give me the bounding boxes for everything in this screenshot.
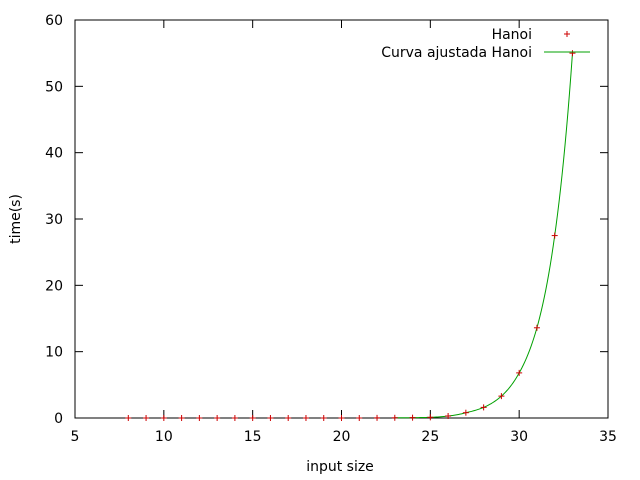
x-tick-label: 35 xyxy=(599,429,617,445)
x-axis-label: input size xyxy=(306,459,374,475)
data-point-hanoi xyxy=(178,415,185,421)
y-tick-label: 0 xyxy=(54,411,63,427)
x-tick-label: 20 xyxy=(333,429,351,445)
data-point-hanoi xyxy=(374,414,381,421)
data-point-hanoi xyxy=(533,324,540,331)
data-point-hanoi xyxy=(391,414,398,421)
x-tick-label: 15 xyxy=(244,429,262,445)
data-point-hanoi xyxy=(160,415,167,421)
x-tick-label: 30 xyxy=(510,429,528,445)
data-point-hanoi xyxy=(462,409,469,416)
data-point-hanoi xyxy=(516,369,523,376)
data-point-hanoi xyxy=(498,393,505,400)
y-tick-label: 20 xyxy=(45,278,63,294)
y-tick-label: 50 xyxy=(45,79,63,95)
data-point-hanoi xyxy=(125,415,132,421)
legend-label-hanoi: Hanoi xyxy=(492,27,532,43)
data-point-hanoi xyxy=(320,415,327,421)
series-line-curva-ajustada xyxy=(394,53,573,419)
axis-ticks: 5 10 15 20 25 30 35 0 10 20 30 40 50 60 xyxy=(45,13,617,445)
data-point-hanoi xyxy=(214,415,221,421)
data-point-hanoi xyxy=(302,415,309,421)
legend-marker-hanoi xyxy=(564,31,570,37)
legend: Hanoi Curva ajustada Hanoi xyxy=(381,27,590,61)
plot-frame xyxy=(74,19,609,419)
data-point-hanoi xyxy=(409,414,416,421)
data-point-hanoi xyxy=(249,415,256,421)
data-point-hanoi xyxy=(445,413,452,420)
data-point-hanoi xyxy=(143,415,150,421)
series-layer xyxy=(125,50,576,421)
y-tick-label: 30 xyxy=(45,212,63,228)
y-tick-label: 60 xyxy=(45,13,63,29)
data-point-hanoi xyxy=(356,415,363,421)
data-point-hanoi xyxy=(196,415,203,421)
data-point-hanoi xyxy=(338,415,345,421)
data-point-hanoi xyxy=(285,415,292,421)
y-axis-label: time(s) xyxy=(8,194,24,244)
data-point-hanoi xyxy=(569,50,576,57)
data-point-hanoi xyxy=(231,415,238,421)
y-tick-label: 40 xyxy=(45,146,63,162)
y-tick-label: 10 xyxy=(45,345,63,361)
data-point-hanoi xyxy=(267,415,274,421)
x-tick-label: 5 xyxy=(71,429,80,445)
x-tick-label: 25 xyxy=(421,429,439,445)
data-point-hanoi xyxy=(480,404,487,411)
x-tick-label: 10 xyxy=(155,429,173,445)
data-point-hanoi xyxy=(551,232,558,239)
legend-label-curva: Curva ajustada Hanoi xyxy=(381,45,532,61)
data-point-hanoi xyxy=(427,414,434,421)
